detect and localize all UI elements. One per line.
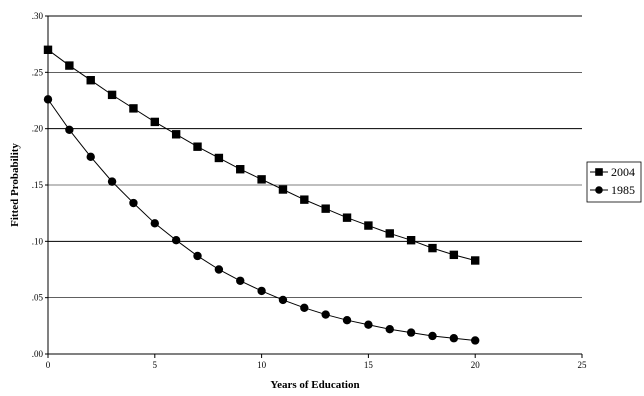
y-tick-label: .25 xyxy=(32,67,44,77)
legend-label: 1985 xyxy=(611,183,635,197)
data-point xyxy=(150,117,159,127)
y-tick-label: .05 xyxy=(32,293,44,303)
y-tick-label: .30 xyxy=(32,11,44,21)
x-tick-label: 5 xyxy=(153,360,158,370)
data-point xyxy=(278,295,288,305)
x-tick-label: 0 xyxy=(46,360,51,370)
data-point xyxy=(171,236,181,245)
data-point xyxy=(193,251,202,261)
data-point xyxy=(321,310,330,319)
data-point xyxy=(107,90,117,100)
legend-item-2004: 2004 xyxy=(590,165,635,179)
data-point xyxy=(257,175,266,184)
x-tick-label: 20 xyxy=(471,360,481,370)
data-point xyxy=(43,95,53,104)
y-tick-label: .20 xyxy=(32,124,44,134)
data-point xyxy=(236,276,245,285)
series-2004 xyxy=(43,45,480,265)
series-line xyxy=(47,49,476,261)
data-point xyxy=(214,265,224,274)
data-point xyxy=(300,303,309,313)
data-point xyxy=(406,236,416,245)
data-point xyxy=(471,336,480,345)
x-axis-title: Years of Education xyxy=(270,379,359,391)
data-point xyxy=(385,325,394,334)
data-point xyxy=(129,104,138,113)
y-tick-label: .00 xyxy=(32,349,44,359)
data-point xyxy=(107,177,117,186)
data-point xyxy=(471,256,480,265)
data-point xyxy=(321,204,330,213)
data-point xyxy=(65,61,74,70)
series-1985 xyxy=(43,95,480,345)
data-point xyxy=(449,250,459,260)
data-point xyxy=(214,153,224,163)
axes xyxy=(45,15,583,358)
data-point xyxy=(342,316,352,325)
data-point xyxy=(150,219,159,228)
data-point xyxy=(86,76,95,85)
data-point xyxy=(65,125,74,134)
legend-item-1985: 1985 xyxy=(590,183,635,197)
legend: 2004 1985 xyxy=(586,161,642,203)
x-tick-label: 15 xyxy=(364,360,374,370)
data-point xyxy=(428,243,437,253)
data-point xyxy=(342,213,352,222)
legend-marker xyxy=(595,186,603,194)
data-point xyxy=(449,334,459,343)
data-point xyxy=(385,229,394,238)
data-point xyxy=(428,331,437,341)
data-point xyxy=(364,221,373,230)
data-point xyxy=(300,195,309,204)
legend-label: 2004 xyxy=(611,165,635,179)
legend-marker xyxy=(595,168,603,176)
y-tick-label: .15 xyxy=(32,180,44,190)
data-series xyxy=(43,45,480,345)
data-point xyxy=(257,286,266,296)
data-point xyxy=(86,152,95,162)
tick-labels: .00 .05 .10 .15 .20 .25 .30 0 5 10 15 20 25 xyxy=(32,11,587,370)
data-point xyxy=(278,185,288,194)
data-point xyxy=(171,130,181,139)
y-axis-title: Fitted Probability xyxy=(9,143,21,227)
series-line xyxy=(47,99,476,341)
y-tick-label: .10 xyxy=(32,236,44,246)
x-tick-label: 25 xyxy=(578,360,588,370)
x-tick-label: 10 xyxy=(257,360,267,370)
data-point xyxy=(193,142,202,151)
data-point xyxy=(406,328,416,337)
gridlines xyxy=(48,15,582,298)
data-point xyxy=(236,165,245,174)
data-point xyxy=(43,45,53,54)
data-point xyxy=(364,320,373,329)
data-point xyxy=(129,198,138,208)
